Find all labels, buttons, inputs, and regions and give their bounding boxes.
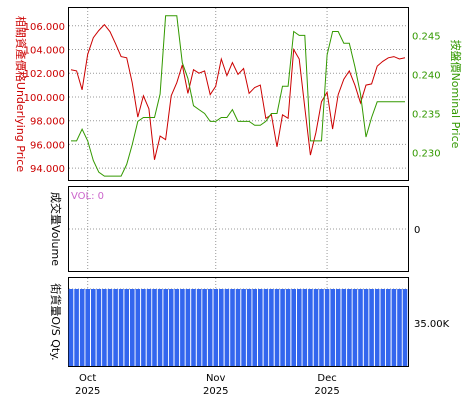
left-tick-label: 94.000 bbox=[30, 164, 65, 175]
outstanding-bar bbox=[174, 289, 180, 366]
outstanding-bar bbox=[74, 289, 79, 366]
outstanding-bar bbox=[246, 289, 252, 366]
month-tick-label: Oct bbox=[79, 373, 96, 384]
outstanding-tick-label: 35.00K bbox=[414, 319, 450, 330]
outstanding-bar bbox=[191, 289, 196, 366]
outstanding-bar bbox=[96, 289, 102, 366]
outstanding-bar bbox=[168, 289, 174, 366]
outstanding-bar bbox=[107, 289, 113, 366]
outstanding-bar bbox=[163, 289, 168, 366]
right-tick-label: 0.240 bbox=[412, 70, 441, 81]
volume-annotation: VOL: 0 bbox=[71, 191, 104, 202]
outstanding-bar bbox=[235, 289, 241, 366]
outstanding-bar bbox=[157, 289, 163, 366]
outstanding-bar bbox=[113, 289, 118, 366]
right-tick-label: 0.235 bbox=[412, 110, 441, 121]
outstanding-bar bbox=[85, 289, 90, 366]
outstanding-bar bbox=[269, 289, 274, 366]
outstanding-bar bbox=[141, 289, 146, 366]
left-tick-label: 100.000 bbox=[24, 93, 65, 104]
left-tick-label: 104.000 bbox=[24, 46, 65, 57]
outstanding-bar bbox=[219, 289, 224, 366]
volume-tick-label: 0 bbox=[414, 225, 420, 236]
right-tick-labels: 0.230 0.235 0.240 0.245 bbox=[412, 31, 441, 159]
outstanding-bar bbox=[263, 289, 269, 366]
outstanding-bar bbox=[291, 289, 296, 366]
outstanding-bar bbox=[135, 289, 141, 366]
outstanding-bar bbox=[252, 289, 257, 366]
left-axis-label: 相關資產價格Underlying Price bbox=[14, 16, 28, 172]
outstanding-bar bbox=[79, 289, 85, 366]
volume-panel-frame bbox=[68, 186, 409, 272]
outstanding-panel-frame bbox=[68, 277, 409, 367]
outstanding-bar bbox=[185, 289, 191, 366]
outstanding-bar bbox=[91, 289, 96, 366]
outstanding-bar bbox=[146, 289, 152, 366]
outstanding-bar bbox=[391, 289, 397, 366]
outstanding-bar bbox=[358, 289, 363, 366]
outstanding-bar bbox=[124, 289, 129, 366]
outstanding-bar bbox=[68, 289, 74, 366]
outstanding-bar bbox=[324, 289, 330, 366]
month-tick-labels: Oct 2025 Nov 2025 Dec 2025 bbox=[75, 373, 340, 397]
outstanding-bars bbox=[68, 289, 408, 366]
outstanding-bar bbox=[363, 289, 369, 366]
outstanding-axis-label: 街貨量O/S Qty. bbox=[49, 283, 63, 360]
left-tick-label: 102.000 bbox=[24, 69, 65, 80]
left-tick-labels: 94.000 96.000 98.000 100.000 102.000 104.000 1… bbox=[24, 22, 65, 175]
outstanding-bar bbox=[207, 289, 213, 366]
outstanding-bar bbox=[130, 289, 135, 366]
outstanding-bar bbox=[352, 289, 358, 366]
outstanding-bar bbox=[224, 289, 230, 366]
outstanding-bar bbox=[341, 289, 347, 366]
outstanding-bar bbox=[180, 289, 185, 366]
outstanding-bar bbox=[285, 289, 291, 366]
price-series-lines bbox=[70, 15, 406, 177]
month-tick-label: Dec bbox=[317, 373, 336, 384]
outstanding-bar bbox=[374, 289, 380, 366]
outstanding-bar bbox=[230, 289, 235, 366]
outstanding-bar bbox=[302, 289, 308, 366]
nominal-price-line bbox=[71, 15, 405, 177]
left-tick-label: 98.000 bbox=[30, 117, 65, 128]
volume-axis-label: 成交量Volume bbox=[49, 192, 63, 266]
right-axis-label: 按盤價Nominal Price bbox=[449, 40, 463, 149]
month-tick-label: Nov bbox=[206, 373, 226, 384]
outstanding-bar bbox=[369, 289, 374, 366]
outstanding-bar bbox=[397, 289, 402, 366]
outstanding-bar bbox=[380, 289, 386, 366]
outstanding-bar bbox=[213, 289, 219, 366]
price-gridlines bbox=[69, 8, 408, 180]
outstanding-bar bbox=[319, 289, 324, 366]
underlying-price-line bbox=[70, 23, 406, 160]
right-tick-label: 0.230 bbox=[412, 149, 441, 160]
outstanding-bar bbox=[280, 289, 285, 366]
outstanding-bar bbox=[330, 289, 335, 366]
outstanding-bar bbox=[297, 289, 302, 366]
outstanding-bar bbox=[308, 289, 313, 366]
outstanding-bar bbox=[241, 289, 246, 366]
left-tick-label: 106.000 bbox=[24, 22, 65, 33]
outstanding-bar bbox=[386, 289, 391, 366]
right-tick-label: 0.245 bbox=[412, 31, 441, 42]
outstanding-bar bbox=[402, 289, 408, 366]
volume-gridlines bbox=[69, 187, 408, 271]
outstanding-bar bbox=[118, 289, 124, 366]
outstanding-bar bbox=[313, 289, 319, 366]
year-tick-label: 2025 bbox=[75, 386, 100, 397]
outstanding-bar bbox=[258, 289, 263, 366]
outstanding-bar bbox=[335, 289, 341, 366]
outstanding-bar bbox=[274, 289, 280, 366]
outstanding-bar bbox=[102, 289, 107, 366]
outstanding-bar bbox=[152, 289, 157, 366]
year-tick-label: 2025 bbox=[203, 386, 228, 397]
outstanding-bar bbox=[202, 289, 207, 366]
outstanding-bar bbox=[196, 289, 202, 366]
price-panel-frame bbox=[68, 7, 409, 181]
left-tick-label: 96.000 bbox=[30, 140, 65, 151]
year-tick-label: 2025 bbox=[314, 386, 339, 397]
outstanding-bar bbox=[347, 289, 352, 366]
